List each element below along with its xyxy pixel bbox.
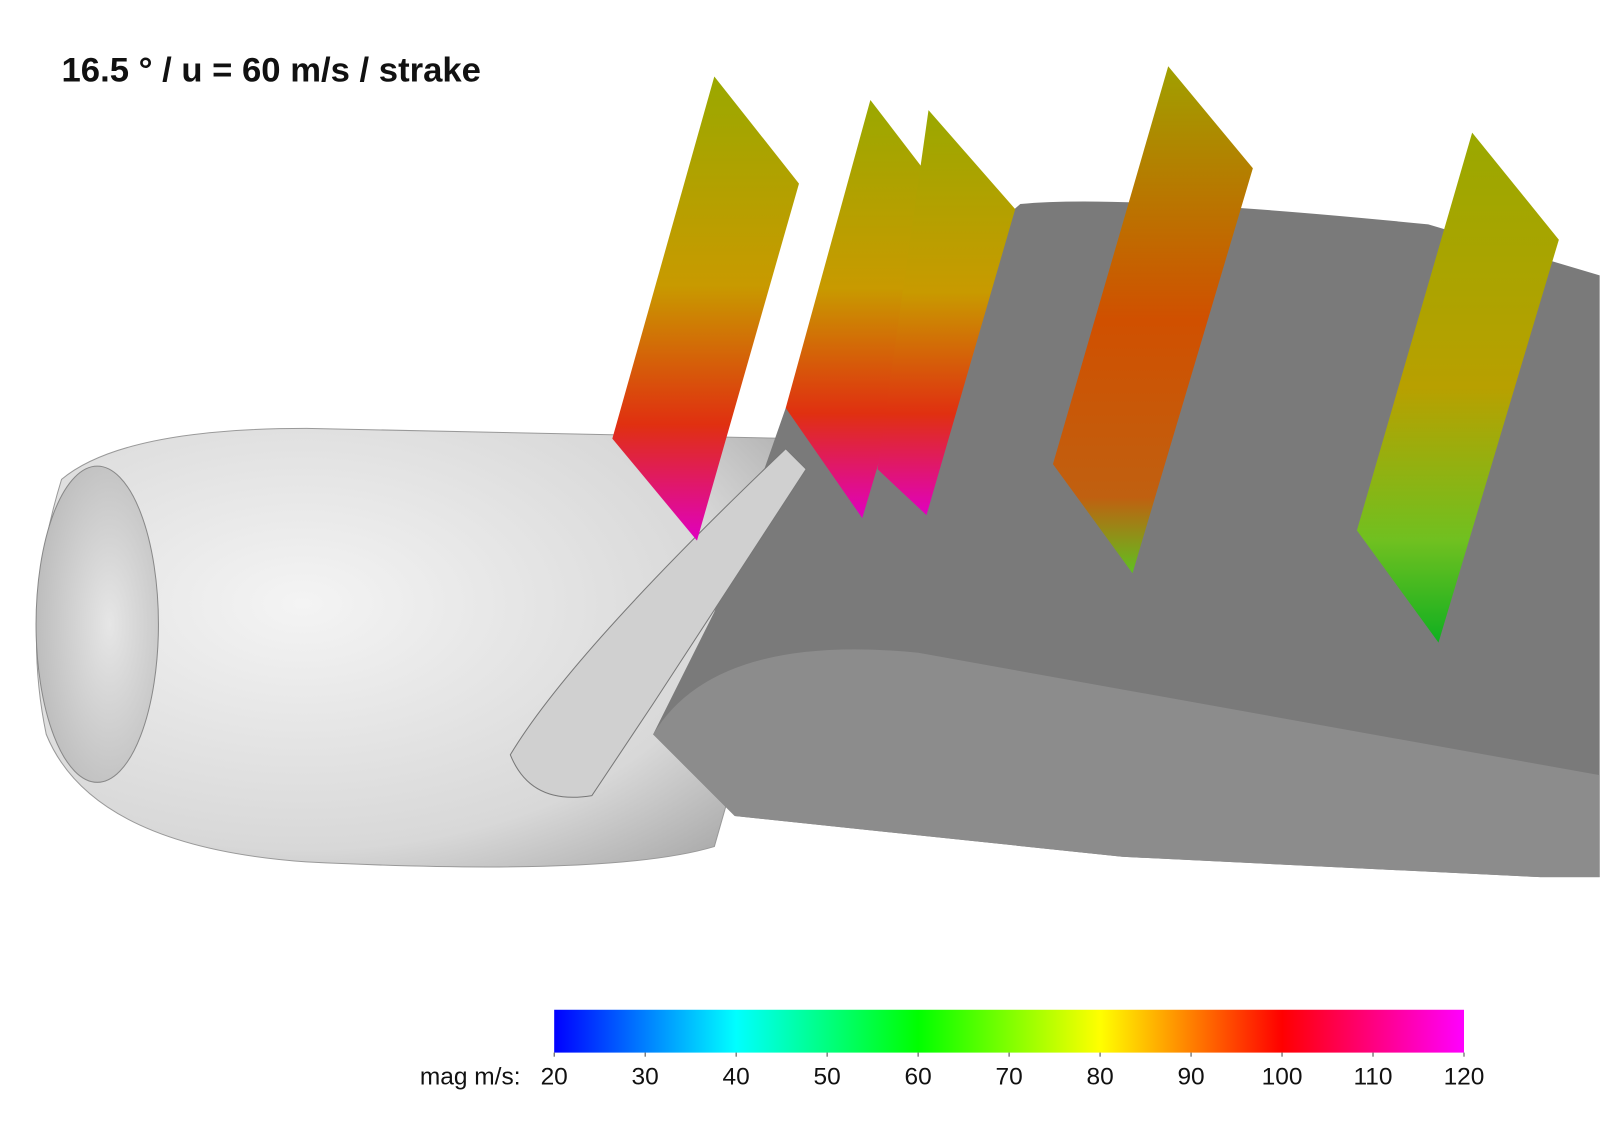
geometry bbox=[35, 66, 1600, 878]
tick-label: 20 bbox=[541, 1064, 568, 1091]
slice bbox=[1052, 66, 1253, 574]
tick-label: 80 bbox=[1086, 1064, 1113, 1091]
colorbar-label: mag m/s: bbox=[420, 1064, 521, 1091]
tick-label: 100 bbox=[1262, 1064, 1303, 1091]
tick-label: 50 bbox=[814, 1064, 841, 1091]
tick-label: 110 bbox=[1354, 1064, 1393, 1091]
slice bbox=[1356, 132, 1559, 643]
tick-label: 70 bbox=[995, 1064, 1022, 1091]
slice bbox=[785, 99, 955, 519]
tick-label: 30 bbox=[632, 1064, 659, 1091]
tick-label: 90 bbox=[1177, 1064, 1204, 1091]
colorbar-bar bbox=[554, 1009, 1464, 1053]
wing-lower bbox=[653, 649, 1600, 878]
tick-label: 60 bbox=[905, 1064, 932, 1091]
inlet bbox=[35, 465, 159, 783]
colorbar: mag m/s: 20 30 40 50 60 70 80 90 100 110 120 bbox=[420, 1009, 1485, 1091]
slice bbox=[612, 76, 799, 541]
slice bbox=[877, 110, 1016, 516]
pylon bbox=[509, 448, 807, 798]
title: 16.5 ° / u = 60 m/s / strake bbox=[62, 52, 481, 90]
tick-label: 40 bbox=[723, 1064, 750, 1091]
tick-label: 120 bbox=[1444, 1064, 1485, 1091]
